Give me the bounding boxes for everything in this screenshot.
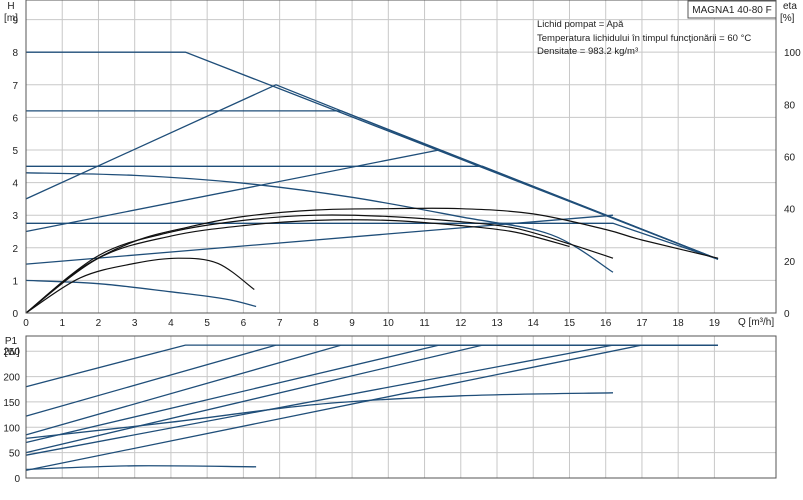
top-efficiency-curves — [25, 207, 719, 314]
y-tick-label: 9 — [12, 16, 18, 27]
y2-tick-label: 40 — [784, 205, 796, 216]
efficiency-curve — [25, 214, 614, 314]
y-tick-label: 4 — [12, 179, 18, 190]
x-tick-label: 10 — [383, 318, 395, 329]
y-tick-label: 0 — [12, 309, 18, 320]
info-line-3: Densitate = 983.2 kg/m³ — [537, 46, 638, 57]
y2-tick-label: 20 — [784, 257, 796, 268]
y-tick-label: 7 — [12, 81, 18, 92]
x-tick-label: 15 — [564, 318, 576, 329]
x-tick-label: 11 — [419, 318, 430, 329]
head-curve — [25, 172, 614, 273]
top-y2-ticks: 0 20 40 60 80 100 — [784, 48, 801, 320]
y2-axis-label-unit: [%] — [780, 13, 795, 24]
x-tick-label: 0 — [23, 318, 29, 329]
bottom-y-ticks: 0 50 100 150 200 250 — [3, 347, 20, 485]
bottom-curves — [25, 344, 718, 472]
info-line-1: Lichid pompat = Apă — [537, 19, 624, 30]
top-plot: 0 1 2 3 4 5 6 7 8 9 10 11 12 13 14 15 16 17 18 19 012345678… — [4, 0, 801, 329]
p1-axis-label-head: P1 — [5, 336, 18, 347]
top-x-ticks: 0 1 2 3 4 5 6 7 8 9 10 11 12 13 14 15 16 17 18 19 — [23, 318, 720, 329]
top-y-ticks: 0 1 2 3 4 5 6 7 8 9 — [12, 16, 18, 320]
p1-tick-label: 250 — [3, 347, 20, 358]
top-plot-frame — [25, 0, 777, 314]
y-tick-label: 5 — [12, 146, 18, 157]
p1-tick-label: 150 — [3, 398, 20, 409]
x-tick-label: 18 — [673, 318, 685, 329]
chart-title: MAGNA1 40-80 F — [692, 5, 771, 16]
x-tick-label: 5 — [204, 318, 210, 329]
y-axis-label-head: H — [7, 1, 14, 12]
x-tick-label: 13 — [491, 318, 503, 329]
power-curve — [25, 392, 614, 440]
y-axis-label-unit: [m] — [4, 13, 18, 24]
power-curve — [25, 344, 718, 472]
x-tick-label: 16 — [600, 318, 612, 329]
x-tick-label: 12 — [455, 318, 467, 329]
power-curve — [25, 465, 257, 471]
y-tick-label: 6 — [12, 113, 18, 124]
x-tick-label: 8 — [313, 318, 319, 329]
bottom-grid — [25, 336, 776, 479]
x-tick-label: 4 — [168, 318, 174, 329]
p1-tick-label: 50 — [9, 449, 21, 460]
title-box — [687, 0, 777, 19]
head-curve — [25, 84, 719, 260]
head-curve — [25, 149, 440, 233]
x-tick-label: 6 — [241, 318, 247, 329]
x-tick-label: 1 — [59, 318, 65, 329]
y-tick-label: 2 — [12, 244, 18, 255]
x-tick-label: 17 — [636, 318, 648, 329]
y-tick-label: 1 — [12, 276, 18, 287]
efficiency-curve — [25, 219, 570, 314]
y2-axis-label-head: eta — [783, 1, 797, 12]
top-curves — [25, 51, 719, 308]
x-tick-label: 7 — [277, 318, 283, 329]
x-tick-label: 14 — [528, 318, 540, 329]
x-axis-label: Q [m³/h] — [738, 317, 774, 328]
p1-axis-label-unit: [W] — [5, 347, 20, 358]
x-tick-label: 2 — [96, 318, 102, 329]
head-curve — [25, 214, 614, 265]
info-line-2: Temperatura lichidului în timpul funcţio… — [537, 33, 751, 44]
efficiency-curve — [25, 257, 255, 314]
y2-tick-label: 80 — [784, 100, 796, 111]
y2-tick-label: 0 — [784, 309, 790, 320]
x-tick-label: 3 — [132, 318, 138, 329]
p1-tick-label: 0 — [14, 474, 20, 485]
bottom-plot-frame — [25, 335, 777, 479]
x-tick-label: 19 — [709, 318, 721, 329]
efficiency-curve — [25, 207, 719, 314]
y2-tick-label: 100 — [784, 48, 801, 59]
p1-tick-label: 100 — [3, 423, 20, 434]
y2-tick-label: 60 — [784, 153, 796, 164]
bottom-plot: 0 50 100 150 200 250 P1 [W] — [3, 335, 777, 485]
p1-tick-label: 200 — [3, 373, 20, 384]
x-tick-label: 9 — [349, 318, 355, 329]
y-tick-label: 8 — [12, 48, 18, 59]
y-tick-label: 3 — [12, 211, 18, 222]
